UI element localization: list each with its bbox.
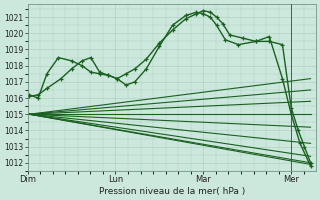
X-axis label: Pression niveau de la mer( hPa ): Pression niveau de la mer( hPa ) xyxy=(99,187,245,196)
